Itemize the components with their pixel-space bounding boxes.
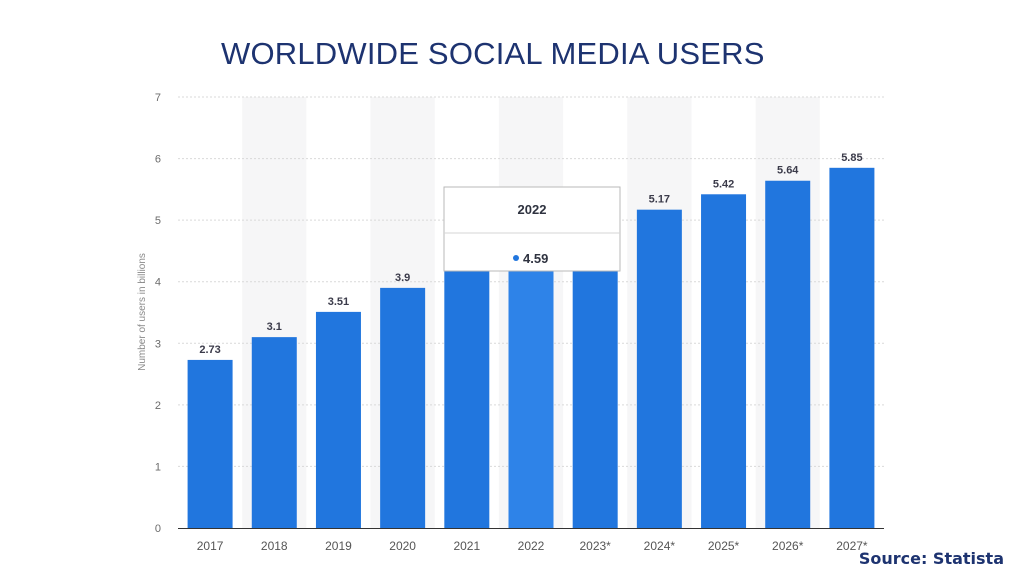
x-tick-label: 2027* bbox=[836, 539, 868, 553]
y-axis-label: Number of users in billions bbox=[137, 253, 148, 371]
x-tick-label: 2026* bbox=[772, 539, 804, 553]
bar[interactable] bbox=[508, 245, 554, 528]
bar[interactable] bbox=[315, 311, 361, 528]
bars bbox=[187, 167, 875, 529]
y-tick-label: 4 bbox=[155, 277, 161, 289]
y-tick-label: 2 bbox=[155, 400, 161, 412]
data-label: 5.85 bbox=[841, 152, 862, 164]
x-tick-label: 2024* bbox=[644, 539, 676, 553]
data-label: 5.42 bbox=[713, 178, 734, 190]
x-tick-label: 2021 bbox=[453, 539, 480, 553]
data-label: 5.17 bbox=[649, 194, 670, 206]
bar[interactable] bbox=[636, 209, 682, 528]
y-tick-label: 5 bbox=[155, 215, 161, 227]
bar[interactable] bbox=[701, 194, 747, 529]
data-labels: 2.73 3.1 3.51 3.9 5.17 5.42 5.64 5.85 bbox=[199, 152, 862, 356]
x-tick-label: 2019 bbox=[325, 539, 352, 553]
y-tick-label: 3 bbox=[155, 338, 161, 350]
bar[interactable] bbox=[251, 337, 297, 528]
bar[interactable] bbox=[829, 167, 875, 529]
x-tick-label: 2017 bbox=[197, 539, 224, 553]
y-tick-label: 1 bbox=[155, 461, 161, 473]
bar[interactable] bbox=[187, 359, 233, 528]
bar[interactable] bbox=[380, 287, 426, 528]
tooltip-category: 2022 bbox=[518, 202, 547, 217]
data-label: 3.51 bbox=[328, 296, 349, 308]
data-label: 3.9 bbox=[395, 272, 410, 284]
source-credit: Source: Statista bbox=[858, 549, 1004, 568]
tooltip-value: 4.59 bbox=[523, 251, 548, 266]
x-tick-label: 2022 bbox=[518, 539, 545, 553]
y-tick-label: 0 bbox=[155, 523, 161, 535]
x-tick-label: 2023* bbox=[579, 539, 611, 553]
x-tick-label: 2025* bbox=[708, 539, 740, 553]
x-axis-ticks: 2017 2018 2019 2020 2021 2022 2023* 2024* 2025* 2… bbox=[197, 539, 868, 553]
y-tick-label: 7 bbox=[155, 92, 161, 104]
data-label: 5.64 bbox=[777, 165, 799, 177]
data-label: 2.73 bbox=[199, 344, 220, 356]
chart-title: WORLDWIDE SOCIAL MEDIA USERS bbox=[221, 36, 765, 71]
bar[interactable] bbox=[572, 226, 618, 528]
bar[interactable] bbox=[765, 180, 811, 529]
data-label: 3.1 bbox=[267, 321, 282, 333]
y-tick-label: 6 bbox=[155, 154, 161, 166]
tooltip: 2022 4.59 bbox=[443, 186, 621, 272]
tooltip-series-dot bbox=[513, 255, 519, 261]
y-axis-ticks: 0 1 2 3 4 5 6 7 bbox=[155, 92, 161, 535]
tooltip-box bbox=[443, 186, 621, 272]
x-tick-label: 2020 bbox=[389, 539, 416, 553]
x-tick-label: 2018 bbox=[261, 539, 288, 553]
bar[interactable] bbox=[444, 265, 490, 528]
